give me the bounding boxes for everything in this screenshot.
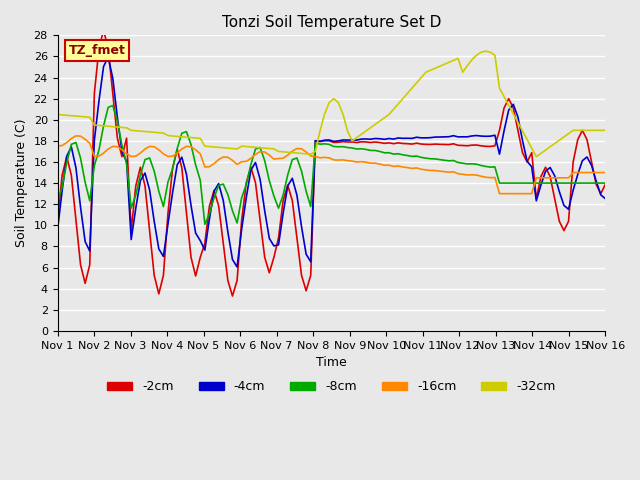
-16cm	[593, 169, 600, 175]
Title: Tonzi Soil Temperature Set D: Tonzi Soil Temperature Set D	[222, 15, 441, 30]
-2cm	[367, 140, 374, 145]
-4cm	[205, 216, 213, 222]
Line: -16cm: -16cm	[58, 136, 605, 193]
-4cm	[367, 136, 374, 142]
Text: TZ_fmet: TZ_fmet	[68, 44, 125, 57]
-16cm	[72, 133, 80, 139]
-2cm	[602, 181, 609, 187]
Line: -4cm: -4cm	[58, 57, 605, 267]
-8cm	[440, 157, 448, 163]
-32cm	[532, 154, 540, 159]
-4cm	[495, 151, 503, 157]
-2cm	[54, 217, 61, 223]
-8cm	[593, 180, 600, 186]
-8cm	[173, 145, 181, 151]
-32cm	[593, 128, 600, 133]
-4cm	[54, 227, 61, 233]
-8cm	[201, 221, 209, 227]
-4cm	[173, 162, 181, 168]
-8cm	[367, 147, 374, 153]
Y-axis label: Soil Temperature (C): Soil Temperature (C)	[15, 119, 28, 247]
-4cm	[440, 134, 448, 140]
-8cm	[109, 103, 116, 108]
Line: -32cm: -32cm	[58, 51, 605, 156]
-8cm	[495, 180, 503, 186]
-2cm	[173, 146, 181, 152]
-32cm	[54, 112, 61, 118]
-16cm	[495, 191, 503, 196]
-32cm	[358, 132, 365, 137]
X-axis label: Time: Time	[316, 356, 347, 369]
-32cm	[169, 133, 177, 139]
-2cm	[495, 128, 503, 133]
-16cm	[491, 175, 499, 180]
-8cm	[602, 180, 609, 186]
Line: -8cm: -8cm	[58, 106, 605, 224]
Legend: -2cm, -4cm, -8cm, -16cm, -32cm: -2cm, -4cm, -8cm, -16cm, -32cm	[102, 375, 561, 398]
-16cm	[54, 143, 61, 149]
-2cm	[205, 203, 213, 209]
-4cm	[593, 178, 600, 184]
-16cm	[205, 164, 213, 169]
Line: -2cm: -2cm	[58, 30, 605, 296]
-2cm	[228, 293, 236, 299]
-32cm	[491, 52, 499, 58]
-32cm	[201, 143, 209, 149]
-8cm	[54, 200, 61, 205]
-32cm	[602, 128, 609, 133]
-16cm	[362, 159, 370, 165]
-8cm	[210, 195, 218, 201]
-2cm	[100, 27, 108, 33]
-4cm	[233, 264, 241, 270]
-16cm	[602, 169, 609, 175]
-4cm	[602, 196, 609, 202]
-16cm	[173, 150, 181, 156]
-32cm	[482, 48, 490, 54]
-2cm	[593, 181, 600, 187]
-4cm	[104, 54, 112, 60]
-2cm	[440, 142, 448, 147]
-32cm	[431, 65, 439, 71]
-16cm	[436, 168, 444, 174]
